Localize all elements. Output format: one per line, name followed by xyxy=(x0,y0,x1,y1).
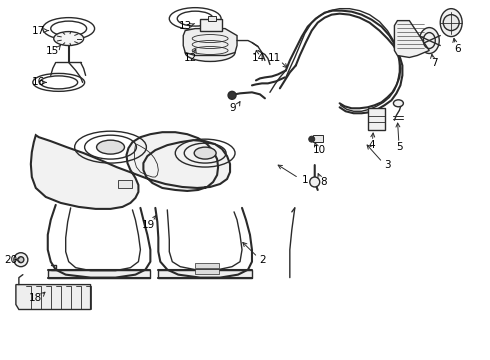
Circle shape xyxy=(18,257,24,263)
Polygon shape xyxy=(183,28,237,55)
Text: 16: 16 xyxy=(32,77,46,87)
Bar xyxy=(158,270,252,278)
Text: 10: 10 xyxy=(313,145,326,155)
Polygon shape xyxy=(31,132,230,209)
Bar xyxy=(368,108,386,130)
Bar xyxy=(208,15,216,21)
Bar xyxy=(313,135,323,142)
Ellipse shape xyxy=(419,28,439,54)
Bar xyxy=(119,180,132,188)
Text: 4: 4 xyxy=(368,140,375,150)
Polygon shape xyxy=(16,285,91,310)
Circle shape xyxy=(309,136,315,142)
Ellipse shape xyxy=(393,100,403,107)
Text: 19: 19 xyxy=(142,220,155,230)
Text: 1: 1 xyxy=(301,175,308,185)
Text: 17: 17 xyxy=(32,26,46,36)
Text: 6: 6 xyxy=(454,44,461,54)
Bar xyxy=(200,19,222,31)
Text: 11: 11 xyxy=(268,54,282,63)
Ellipse shape xyxy=(185,44,235,62)
Polygon shape xyxy=(394,21,429,58)
Text: 13: 13 xyxy=(179,21,192,31)
Bar xyxy=(195,263,219,268)
Bar xyxy=(48,270,150,278)
Text: 18: 18 xyxy=(29,293,43,302)
Text: 14: 14 xyxy=(251,54,265,63)
Circle shape xyxy=(310,177,319,187)
Text: 5: 5 xyxy=(396,142,403,152)
Text: 8: 8 xyxy=(320,177,327,187)
Text: 20: 20 xyxy=(4,255,18,265)
Text: 3: 3 xyxy=(384,160,391,170)
Ellipse shape xyxy=(54,32,84,45)
Ellipse shape xyxy=(194,147,216,159)
Circle shape xyxy=(443,15,459,31)
Circle shape xyxy=(14,253,28,267)
Bar xyxy=(195,269,219,274)
Text: 7: 7 xyxy=(431,58,438,68)
Text: 2: 2 xyxy=(260,255,266,265)
Ellipse shape xyxy=(97,140,124,154)
Text: 12: 12 xyxy=(184,54,197,63)
Circle shape xyxy=(228,91,236,99)
Text: 9: 9 xyxy=(230,103,236,113)
Text: 15: 15 xyxy=(46,45,59,55)
Ellipse shape xyxy=(440,9,462,37)
